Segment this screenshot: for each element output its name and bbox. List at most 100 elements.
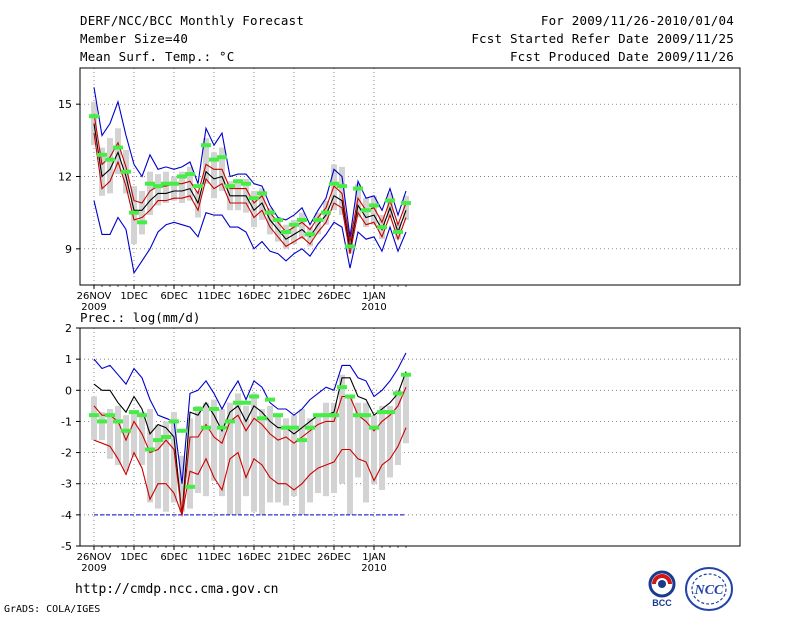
prec-ytick-label: -2 — [61, 447, 72, 460]
temp-series-ensemble-max — [93, 87, 407, 237]
prec-obs-marker — [289, 425, 299, 430]
temp-spread-box — [363, 198, 369, 228]
temp-spread-box — [291, 219, 297, 245]
prec-spread-box — [131, 412, 137, 456]
temp-obs-marker — [393, 229, 403, 234]
chart-title: DERF/NCC/BCC Monthly Forecast — [80, 13, 305, 28]
prec-obs-marker — [281, 425, 291, 430]
temp-spread-box — [387, 193, 393, 218]
temp-series-mean-sd — [93, 133, 407, 254]
prec-spread-box — [331, 402, 337, 494]
temp-xtick-year: 2009 — [81, 302, 106, 313]
grads-credit: GrADS: COLA/IGES — [4, 604, 101, 615]
prec-spread-box — [147, 408, 153, 503]
prec-spread-box — [283, 418, 289, 506]
prec-ytick-label: -3 — [61, 478, 72, 491]
prec-spread-box — [371, 415, 377, 484]
prec-xtick-label: 21DEC — [277, 552, 311, 563]
prec-obs-marker — [145, 447, 155, 452]
prec-spread-box — [323, 402, 329, 497]
temp-obs-marker — [257, 191, 267, 196]
prec-obs-marker — [105, 413, 115, 418]
temp-series-ensemble-min — [93, 200, 407, 275]
prec-spread-box — [171, 412, 177, 503]
temp-obs-marker — [249, 196, 259, 201]
temp-spread-box — [371, 195, 377, 225]
prec-spread-box — [115, 405, 121, 466]
prec-obs-marker — [377, 410, 387, 415]
prec-spread-box — [195, 405, 201, 494]
temp-obs-marker — [241, 181, 251, 186]
prec-spread-box — [299, 408, 305, 515]
prec-ytick-label: 2 — [65, 322, 72, 335]
prec-spread-box — [291, 415, 297, 497]
prec-xtick-year: 2009 — [81, 563, 106, 574]
temp-spread-box — [107, 137, 113, 194]
temp-xtick-label: 26DEC — [317, 291, 351, 302]
temp-obs-marker — [217, 155, 227, 160]
prec-spread-box — [395, 390, 401, 466]
temp-xtick-label: 6DEC — [160, 291, 187, 302]
prec-obs-marker — [361, 413, 371, 418]
temp-spread-box — [131, 186, 137, 245]
temp-obs-marker — [401, 201, 411, 206]
prec-spread-box — [379, 405, 385, 490]
temp-obs-marker — [377, 225, 387, 230]
prec-spread-box — [267, 405, 273, 503]
prec-obs-marker — [225, 419, 235, 424]
prec-spread-box — [91, 396, 97, 441]
prec-spread-box — [203, 402, 209, 497]
temp-series-mean-sd — [93, 113, 407, 242]
temp-spread-box — [339, 166, 345, 216]
prec-obs-marker — [337, 385, 347, 390]
prec-obs-marker — [249, 394, 259, 399]
temp-spread-box — [347, 234, 353, 254]
temp-spread-box — [139, 190, 145, 235]
prec-xtick-label: 26DEC — [317, 552, 351, 563]
temp-obs-marker — [161, 181, 171, 186]
prec-obs-marker — [193, 406, 203, 411]
temp-obs-marker — [385, 198, 395, 203]
temp-obs-marker — [177, 174, 187, 179]
prec-spread-box — [251, 393, 257, 512]
temp-obs-marker — [233, 179, 243, 184]
temp-spread-box — [171, 176, 177, 201]
prec-plot-frame — [79, 327, 741, 547]
fcst-started-date: Fcst Started Refer Date 2009/11/25 — [471, 31, 734, 46]
temp-ytick-label: 15 — [58, 98, 72, 111]
temp-obs-marker — [185, 172, 195, 177]
temp-obs-marker — [153, 184, 163, 189]
prec-obs-marker — [161, 435, 171, 439]
prec-spread-box — [403, 374, 409, 444]
temp-obs-marker — [169, 181, 179, 186]
prec-obs-marker — [129, 410, 139, 415]
temp-obs-marker — [97, 152, 107, 157]
prec-spread-box — [259, 408, 265, 515]
prec-obs-marker — [273, 413, 283, 418]
temp-spread-box — [91, 101, 97, 146]
prec-spread-box — [347, 396, 353, 515]
prec-obs-marker — [121, 428, 131, 433]
prec-ytick-label: -1 — [61, 415, 72, 428]
prec-obs-marker — [401, 372, 411, 377]
prec-xtick-label: 26NOV — [77, 552, 112, 563]
ncc-logo-icon: NCC — [685, 567, 733, 611]
temp-obs-marker — [329, 181, 339, 186]
prec-series-mean-sd — [93, 386, 407, 515]
temp-obs-marker — [361, 208, 371, 213]
temp-xtick-label: 16DEC — [237, 291, 271, 302]
temp-obs-marker — [89, 114, 99, 119]
temp-xtick-label: 11DEC — [197, 291, 231, 302]
temp-obs-marker — [273, 217, 283, 222]
temp-xtick-year: 2010 — [361, 302, 386, 313]
prec-xtick-label: 11DEC — [197, 552, 231, 563]
prec-spread-box — [163, 421, 169, 512]
fcst-produced-date: Fcst Produced Date 2009/11/26 — [509, 49, 734, 64]
temp-spread-box — [315, 212, 321, 235]
forecast-period: For 2009/11/26-2010/01/04 — [540, 13, 734, 28]
prec-obs-marker — [209, 406, 219, 411]
temp-spread-box — [203, 137, 209, 184]
temp-spread-box — [267, 207, 273, 235]
temp-obs-marker — [129, 210, 139, 215]
prec-spread-box — [275, 415, 281, 503]
